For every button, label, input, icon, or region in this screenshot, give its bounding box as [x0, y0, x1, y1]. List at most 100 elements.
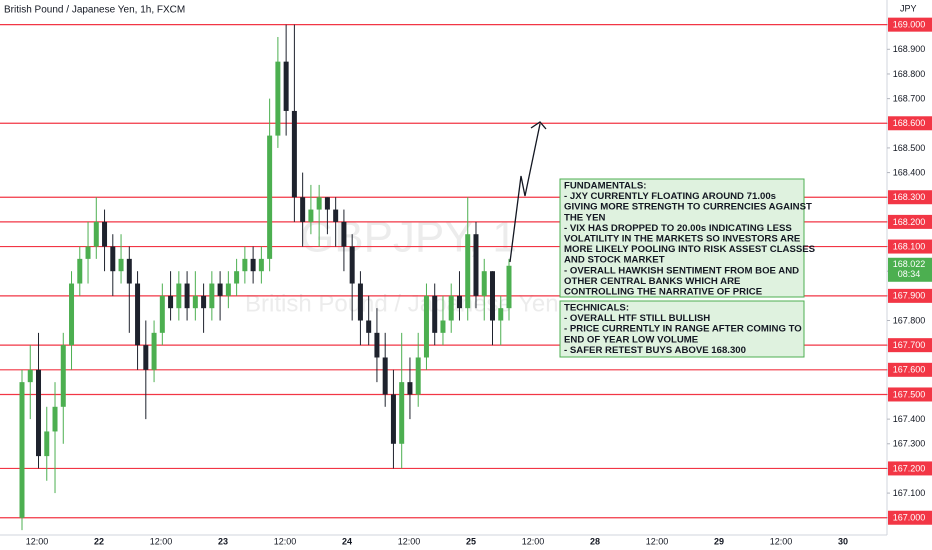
- candle-body: [498, 308, 504, 321]
- fundamentals-line: OTHER CENTRAL BANKS WHICH ARE: [564, 276, 741, 287]
- candle-body: [77, 258, 83, 284]
- technicals-box: [559, 300, 805, 358]
- technicals-line: - SAFER RETEST BUYS ABOVE 168.300: [564, 345, 746, 356]
- candle-body: [93, 221, 99, 247]
- watermark-subtitle: British Pound / Japanese Yen: [245, 290, 559, 317]
- candle-body: [36, 369, 42, 457]
- y-tick-label: 167.900: [893, 291, 926, 301]
- candle-body: [341, 221, 347, 247]
- y-tick-label: 168.200: [893, 217, 926, 227]
- candle-body: [275, 61, 281, 136]
- candle-body: [283, 61, 289, 111]
- candle-body: [242, 258, 248, 272]
- fundamentals-line: THE YEN: [564, 212, 605, 223]
- countdown: 08:34: [898, 269, 921, 279]
- y-tick-label: 167.200: [893, 463, 926, 473]
- currency: JPY: [900, 3, 917, 13]
- candle-body: [390, 394, 396, 444]
- candle-body: [399, 382, 405, 444]
- y-tick-label: 169.000: [893, 20, 926, 30]
- candle-body: [209, 283, 215, 309]
- candle-body: [102, 221, 108, 247]
- technicals-line: END OF YEAR LOW VOLUME: [564, 334, 699, 345]
- y-tick-label: 167.300: [893, 439, 926, 449]
- y-tick-label: 167.600: [893, 365, 926, 375]
- candle-body: [135, 283, 141, 346]
- y-tick-label: 168.600: [893, 118, 926, 128]
- fundamentals-line: - OVERALL HAWKISH SENTIMENT FROM BOE AND: [564, 265, 799, 276]
- y-tick-label: 168.800: [893, 69, 926, 79]
- candle-body: [481, 271, 487, 296]
- x-tick-label: 29: [714, 536, 724, 546]
- fundamentals-line: MORE LIKELY POOLING INTO RISK ASSEST CLA…: [564, 244, 816, 255]
- technicals-line: - PRICE CURRENTLY IN RANGE AFTER COMING …: [564, 324, 802, 335]
- x-tick-label: 24: [342, 536, 352, 546]
- technicals-line: TECHNICALS:: [564, 303, 629, 314]
- candle-body: [407, 382, 413, 395]
- candle-body: [432, 295, 438, 333]
- candle-body: [324, 197, 330, 210]
- y-tick-label: 168.100: [893, 241, 926, 251]
- candle-body: [143, 345, 149, 370]
- level-label-bg: [888, 288, 932, 303]
- x-tick-label: 22: [94, 536, 104, 546]
- x-tick-label: 30: [838, 536, 848, 546]
- technicals-line: - OVERALL HTF STILL BULLISH: [564, 313, 710, 324]
- x-tick-label: 28: [590, 536, 600, 546]
- candle-body: [258, 258, 264, 272]
- last-price-bg: [888, 257, 932, 282]
- candle-body: [44, 431, 50, 457]
- fundamentals-line: - VIX HAS DROPPED TO 20.00s INDICATING L…: [564, 223, 792, 234]
- y-tick-label: 168.300: [893, 192, 926, 202]
- fundamentals-line: AND STOCK MARKET: [564, 255, 665, 266]
- candle-body: [52, 406, 58, 432]
- candle-body: [201, 295, 207, 309]
- y-tick-label: 168.500: [893, 143, 926, 153]
- fundamentals-line: - JXY CURRENTLY FLOATING AROUND 71.00s: [564, 191, 776, 202]
- candle-body: [159, 295, 165, 333]
- candle-body: [382, 357, 388, 395]
- candle-body: [225, 283, 231, 296]
- x-tick-label: 12:00: [522, 536, 545, 546]
- level-label-bg: [888, 116, 932, 131]
- y-tick-label: 168.400: [893, 167, 926, 177]
- candle-body: [366, 320, 372, 333]
- candle-body: [118, 258, 124, 272]
- candle-body: [234, 271, 240, 284]
- candle-body: [27, 369, 33, 383]
- level-label-bg: [888, 338, 932, 353]
- fundamentals-line: FUNDAMENTALS:: [564, 181, 646, 192]
- candle-body: [423, 295, 429, 358]
- candle-body: [456, 295, 462, 309]
- candle-body: [506, 265, 512, 309]
- fundamentals-line: VOLATILITY IN THE MARKETS SO INVESTORS A…: [564, 234, 801, 245]
- candle-body: [126, 258, 132, 284]
- y-tick-label: 167.800: [893, 315, 926, 325]
- y-tick-label: 167.000: [893, 513, 926, 523]
- candle-body: [300, 197, 306, 222]
- candle-body: [69, 283, 75, 346]
- candle-body: [374, 332, 380, 358]
- arrow-head: [530, 121, 547, 130]
- last-price: 168.022: [893, 259, 926, 269]
- candle-body: [349, 246, 355, 284]
- candle-body: [316, 197, 322, 210]
- y-tick-label: 167.700: [893, 340, 926, 350]
- x-tick-label: 12:00: [770, 536, 793, 546]
- fundamentals-line: GIVING MORE STRENGTH TO CURRENCIES AGAIN…: [564, 202, 812, 213]
- candle-body: [168, 295, 174, 309]
- y-tick-label: 167.500: [893, 389, 926, 399]
- candle-body: [217, 283, 223, 296]
- fundamentals-line: CONTROLLING THE NARRATIVE OF PRICE: [564, 287, 763, 298]
- candle-body: [151, 332, 157, 370]
- x-tick-label: 12:00: [398, 536, 421, 546]
- candle-body: [333, 209, 339, 222]
- candle-body: [192, 295, 198, 309]
- y-tick-label: 168.900: [893, 44, 926, 54]
- candle-body: [250, 258, 256, 272]
- fundamentals-box: [559, 178, 805, 298]
- y-tick-label: 168.700: [893, 93, 926, 103]
- watermark: GBPJPY, 1: [300, 213, 517, 262]
- candle-body: [448, 295, 454, 321]
